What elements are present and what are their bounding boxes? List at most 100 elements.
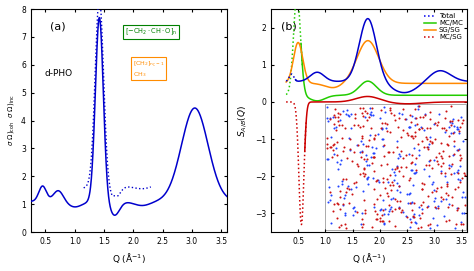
Point bbox=[432, 206, 439, 210]
Point bbox=[433, 186, 441, 190]
Point bbox=[380, 176, 387, 180]
Point bbox=[365, 115, 373, 119]
Point bbox=[402, 117, 410, 121]
Point bbox=[453, 125, 461, 129]
Point bbox=[422, 162, 429, 167]
Point bbox=[364, 182, 372, 186]
Point bbox=[444, 142, 451, 146]
Point bbox=[356, 106, 364, 111]
Point bbox=[385, 203, 393, 207]
Point bbox=[372, 217, 380, 221]
Point bbox=[346, 147, 354, 152]
Bar bbox=[325, 104, 466, 230]
Point bbox=[415, 205, 422, 209]
Point bbox=[377, 163, 385, 167]
Point bbox=[365, 163, 373, 167]
Point bbox=[341, 193, 349, 197]
Point bbox=[344, 184, 352, 188]
Point bbox=[382, 207, 389, 211]
Point bbox=[454, 118, 461, 122]
Point bbox=[444, 180, 451, 185]
Point bbox=[364, 175, 372, 179]
Point bbox=[458, 121, 465, 125]
Point bbox=[392, 197, 399, 201]
Point bbox=[454, 206, 461, 210]
Point bbox=[424, 204, 432, 208]
Point bbox=[450, 170, 457, 175]
Point bbox=[370, 155, 378, 159]
Point bbox=[399, 210, 407, 214]
Point bbox=[344, 113, 352, 117]
Point bbox=[408, 134, 415, 139]
Point bbox=[406, 112, 413, 117]
Point bbox=[410, 215, 417, 220]
Point bbox=[360, 166, 368, 170]
Point bbox=[365, 138, 373, 142]
Point bbox=[448, 121, 456, 125]
Point bbox=[408, 200, 416, 204]
Point bbox=[346, 114, 353, 118]
Point bbox=[401, 117, 409, 121]
Point bbox=[417, 224, 425, 229]
Point bbox=[381, 104, 388, 109]
Point bbox=[369, 154, 376, 159]
Point bbox=[393, 144, 401, 149]
Point bbox=[457, 220, 465, 224]
Point bbox=[398, 111, 406, 116]
Point bbox=[361, 208, 369, 212]
Point bbox=[334, 119, 342, 123]
Point bbox=[391, 178, 398, 182]
Point bbox=[371, 133, 378, 137]
Point bbox=[357, 155, 365, 159]
Point bbox=[426, 138, 433, 143]
Point bbox=[447, 123, 455, 127]
Point bbox=[456, 178, 464, 182]
Point bbox=[363, 111, 371, 115]
Point bbox=[342, 176, 350, 181]
Point bbox=[350, 180, 358, 185]
Point bbox=[329, 208, 337, 213]
Point bbox=[422, 134, 430, 139]
Point bbox=[451, 124, 458, 128]
Point bbox=[417, 216, 424, 220]
Point bbox=[369, 176, 376, 180]
Point bbox=[410, 212, 418, 216]
Point bbox=[370, 187, 378, 191]
Point bbox=[441, 171, 448, 175]
Point bbox=[361, 167, 368, 171]
Point bbox=[373, 178, 381, 182]
Point bbox=[360, 174, 367, 178]
Point bbox=[400, 107, 407, 111]
Point bbox=[345, 136, 353, 140]
Point bbox=[366, 106, 374, 111]
Point bbox=[433, 159, 441, 163]
Point bbox=[335, 225, 342, 230]
Point bbox=[369, 112, 376, 117]
Point bbox=[409, 136, 416, 140]
Point bbox=[379, 198, 386, 203]
Point bbox=[461, 203, 469, 207]
Point bbox=[393, 165, 401, 169]
Point bbox=[431, 204, 439, 209]
Point bbox=[436, 112, 443, 116]
Point bbox=[409, 214, 416, 218]
Point bbox=[456, 158, 464, 163]
Point bbox=[403, 215, 410, 219]
Point bbox=[398, 149, 405, 153]
Point bbox=[368, 106, 376, 110]
Point bbox=[406, 217, 414, 221]
Point bbox=[327, 190, 334, 194]
Point bbox=[395, 115, 403, 120]
Point bbox=[419, 200, 427, 204]
Point bbox=[359, 105, 367, 110]
Point bbox=[334, 115, 341, 120]
Point bbox=[423, 126, 431, 130]
Point bbox=[393, 164, 401, 168]
Point bbox=[407, 167, 415, 172]
Text: $\mathsf{[CH_2]_{n_C-1}}$
$\mathsf{CH_3}$: $\mathsf{[CH_2]_{n_C-1}}$ $\mathsf{CH_3}… bbox=[133, 59, 164, 79]
Point bbox=[411, 220, 419, 224]
Point bbox=[369, 225, 376, 229]
Point bbox=[454, 127, 461, 131]
Point bbox=[360, 157, 367, 162]
Point bbox=[426, 125, 434, 130]
